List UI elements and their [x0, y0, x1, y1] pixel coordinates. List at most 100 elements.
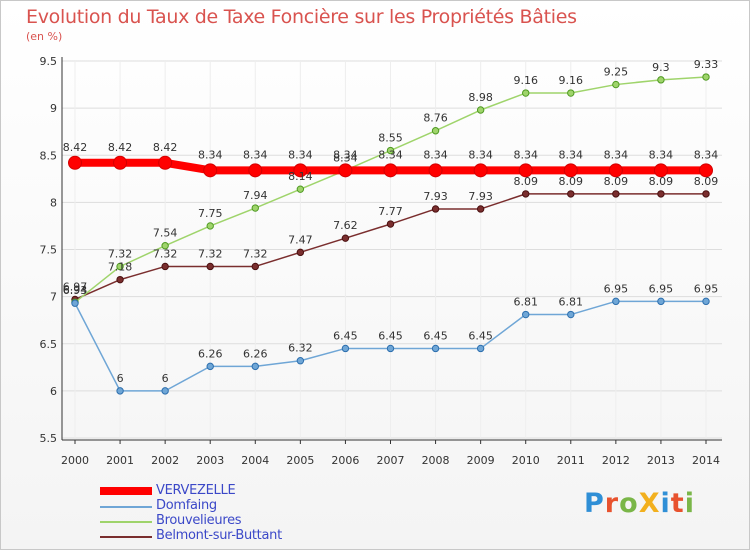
data-point-belmont-sur-buttant — [657, 190, 665, 198]
data-label-domfaing: 6.26 — [243, 347, 268, 360]
legend-swatch-vervezelle — [100, 487, 152, 495]
data-label-vervezelle: 8.34 — [288, 148, 313, 161]
data-label-vervezelle: 8.34 — [198, 148, 223, 161]
data-label-vervezelle: 8.34 — [694, 148, 719, 161]
data-point-vervezelle — [248, 163, 263, 178]
data-label-brouvelieures: 9.16 — [513, 74, 538, 87]
data-point-domfaing — [612, 297, 620, 306]
legend-label-brouvelieures: Brouvelieures — [156, 513, 242, 528]
data-point-belmont-sur-buttant — [431, 205, 440, 213]
legend-swatch-belmont-sur-buttant — [100, 536, 152, 538]
y-tick-label: 5.5 — [40, 432, 58, 445]
y-tick-label: 8.5 — [40, 149, 58, 162]
data-label-vervezelle: 8.34 — [559, 148, 584, 161]
x-tick-label: 2001 — [106, 454, 134, 467]
data-label-vervezelle: 8.42 — [153, 141, 178, 154]
data-label-vervezelle: 8.34 — [468, 148, 493, 161]
data-label-vervezelle: 8.34 — [649, 148, 674, 161]
data-point-domfaing — [657, 297, 665, 306]
y-tick-label: 9.5 — [40, 55, 58, 68]
legend-swatch-brouvelieures — [100, 521, 152, 523]
data-label-belmont-sur-buttant: 7.32 — [153, 247, 178, 260]
data-label-brouvelieures: 6.94 — [63, 283, 88, 296]
x-tick-label: 2005 — [286, 454, 314, 467]
data-point-belmont-sur-buttant — [386, 220, 395, 228]
data-label-belmont-sur-buttant: 7.18 — [108, 261, 133, 274]
data-point-belmont-sur-buttant — [206, 262, 214, 271]
data-point-vervezelle — [608, 163, 623, 178]
data-point-brouvelieures — [116, 262, 124, 271]
data-label-belmont-sur-buttant: 7.93 — [468, 190, 493, 203]
data-point-brouvelieures — [206, 222, 214, 230]
data-label-vervezelle: 8.34 — [604, 148, 629, 161]
data-point-brouvelieures — [431, 127, 440, 135]
data-point-brouvelieures — [296, 185, 305, 193]
data-point-belmont-sur-buttant — [116, 275, 124, 284]
data-point-brouvelieures — [567, 89, 575, 97]
proxiti-logo: ProXiti — [584, 488, 695, 519]
data-label-brouvelieures: 8.98 — [468, 91, 493, 104]
data-label-domfaing: 6.45 — [423, 329, 448, 342]
data-label-belmont-sur-buttant: 8.09 — [694, 175, 719, 188]
data-label-domfaing: 6.95 — [604, 282, 629, 295]
data-label-brouvelieures: 8.34 — [333, 151, 358, 164]
legend-label-vervezelle: VERVEZELLE — [156, 483, 236, 498]
data-point-belmont-sur-buttant — [476, 205, 485, 213]
data-label-brouvelieures: 7.94 — [243, 189, 268, 202]
x-tick-label: 2012 — [602, 454, 630, 467]
chart-title: Evolution du Taux de Taxe Foncière sur l… — [26, 6, 577, 28]
data-point-vervezelle — [653, 163, 668, 178]
data-point-belmont-sur-buttant — [296, 248, 305, 257]
data-point-vervezelle — [563, 163, 578, 178]
data-point-belmont-sur-buttant — [251, 262, 259, 271]
x-tick-label: 2004 — [241, 454, 269, 467]
y-tick-label: 6 — [50, 385, 57, 398]
legend-label-belmont-sur-buttant: Belmont-sur-Buttant — [156, 528, 282, 543]
data-label-belmont-sur-buttant: 8.09 — [559, 175, 584, 188]
data-label-brouvelieures: 8.76 — [423, 112, 448, 125]
data-label-belmont-sur-buttant: 7.32 — [243, 247, 268, 260]
data-point-brouvelieures — [476, 106, 485, 114]
data-point-domfaing — [522, 310, 530, 319]
data-point-domfaing — [206, 362, 214, 371]
data-label-brouvelieures: 9.33 — [694, 58, 719, 71]
x-tick-label: 2003 — [196, 454, 224, 467]
data-label-vervezelle: 8.34 — [243, 148, 268, 161]
data-point-vervezelle — [699, 163, 713, 178]
y-axis-unit-label: (en %) — [26, 30, 63, 43]
data-point-vervezelle — [68, 155, 82, 170]
data-label-belmont-sur-buttant: 6.97 — [63, 280, 88, 293]
data-label-domfaing: 6.45 — [333, 329, 358, 342]
data-point-domfaing — [296, 357, 305, 365]
data-label-brouvelieures: 7.54 — [153, 227, 178, 240]
x-tick-label: 2008 — [422, 454, 450, 467]
y-tick-label: 8 — [50, 196, 57, 209]
data-label-domfaing: 6.81 — [513, 296, 538, 309]
x-tick-label: 2006 — [331, 454, 359, 467]
x-tick-label: 2011 — [557, 454, 585, 467]
data-point-brouvelieures — [702, 73, 710, 81]
data-point-domfaing — [386, 344, 395, 353]
data-label-brouvelieures: 7.32 — [108, 247, 133, 260]
data-label-domfaing: 6 — [162, 372, 169, 385]
data-point-vervezelle — [158, 155, 173, 170]
data-point-brouvelieures — [161, 242, 169, 250]
data-label-vervezelle: 8.34 — [513, 148, 538, 161]
data-label-domfaing: 6.81 — [559, 296, 584, 309]
data-point-brouvelieures — [251, 204, 259, 212]
x-tick-label: 2010 — [512, 454, 540, 467]
data-point-belmont-sur-buttant — [702, 190, 710, 198]
data-point-brouvelieures — [612, 80, 620, 89]
data-point-brouvelieures — [522, 89, 530, 97]
legend-swatch-domfaing — [100, 506, 152, 508]
data-point-belmont-sur-buttant — [612, 190, 620, 198]
y-tick-label: 9 — [50, 102, 57, 115]
y-tick-label: 6.5 — [40, 338, 58, 351]
data-point-domfaing — [251, 362, 259, 371]
data-point-vervezelle — [338, 163, 353, 178]
data-label-belmont-sur-buttant: 7.62 — [333, 219, 358, 232]
data-label-belmont-sur-buttant: 8.09 — [513, 175, 538, 188]
data-label-domfaing: 6.26 — [198, 347, 223, 360]
data-label-domfaing: 6.32 — [288, 342, 313, 355]
